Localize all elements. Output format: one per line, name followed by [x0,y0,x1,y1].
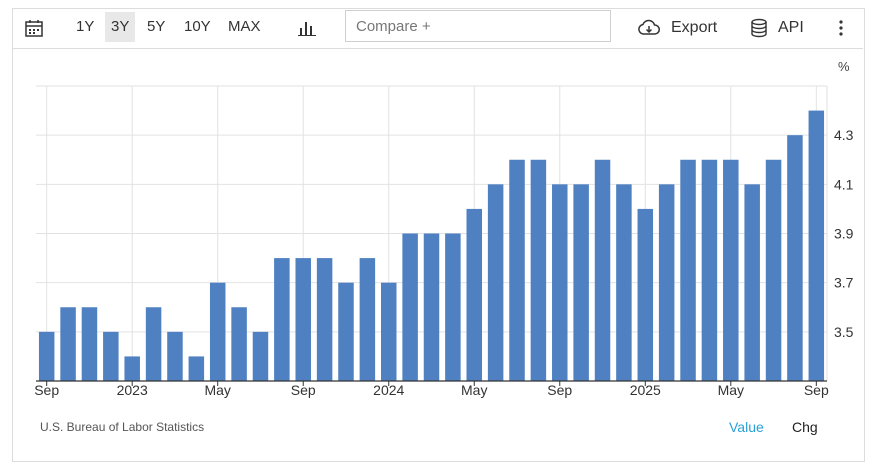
value-tab[interactable]: Value [729,419,764,435]
source-label: U.S. Bureau of Labor Statistics [40,420,205,434]
range-3y-button[interactable]: 3Y [105,12,136,42]
chart-panel [12,8,865,462]
range-max-button[interactable]: MAX [228,18,261,35]
range-5y-button[interactable]: 5Y [147,18,166,35]
chart-type-icon[interactable] [298,19,316,42]
calendar-icon[interactable] [24,18,44,43]
chart-toolbar: 1Y 3Y 5Y 10Y MAX Export API [12,8,863,49]
range-1y-button[interactable]: 1Y [76,18,95,35]
api-button[interactable]: API [778,19,804,36]
database-icon[interactable] [750,18,768,43]
range-10y-button[interactable]: 10Y [184,18,211,35]
export-button[interactable]: Export [671,19,718,36]
more-options-icon[interactable] [838,20,844,41]
compare-input[interactable] [345,10,611,42]
cloud-download-icon[interactable] [637,19,661,42]
chg-tab[interactable]: Chg [792,419,818,435]
